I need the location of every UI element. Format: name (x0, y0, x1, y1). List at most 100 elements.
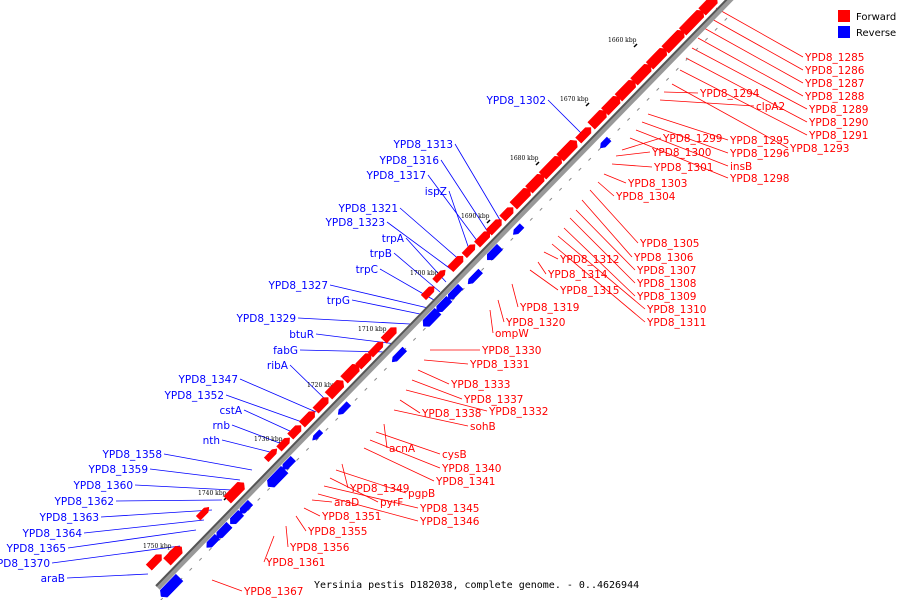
forward-gene-label: YPD8_1305 (639, 238, 699, 250)
forward-connector (529, 269, 559, 291)
forward-gene (432, 269, 446, 284)
forward-gene-label: YPD8_1289 (808, 104, 868, 116)
reverse-gene-label: YPD8_1352 (164, 390, 224, 402)
reverse-gene (216, 521, 233, 539)
reverse-gene-label: rnb (213, 420, 231, 432)
forward-gene-label: YPD8_1333 (450, 379, 510, 391)
forward-gene-label: YPD8_1345 (419, 503, 479, 515)
base-dash (558, 187, 563, 191)
reverse-gene (422, 307, 442, 327)
base-dash (646, 97, 650, 101)
reverse-gene-label: btuR (289, 329, 314, 341)
legend-forward-label: Forward (856, 12, 896, 23)
reverse-gene-label: YPD8_1358 (102, 449, 162, 461)
base-dash (305, 447, 310, 451)
base-dash (160, 597, 164, 600)
axis-line (155, 0, 728, 587)
genome-axis (155, 0, 734, 590)
forward-connector (697, 37, 804, 97)
forward-gene-label: YPD8_1332 (488, 406, 548, 418)
forward-connector (511, 283, 519, 308)
reverse-gene (447, 283, 464, 300)
forward-gene (263, 448, 278, 463)
reverse-connector (66, 573, 149, 579)
forward-gene (223, 481, 245, 504)
forward-gene-label: YPD8_1296 (729, 148, 790, 160)
forward-connector (329, 477, 379, 503)
reverse-connector (231, 424, 283, 445)
reverse-gene-label: fabG (273, 345, 298, 357)
forward-connector (311, 499, 333, 503)
forward-gene (587, 109, 607, 130)
reverse-connector (225, 394, 303, 423)
forward-gene-label: YPD8_1330 (481, 345, 541, 357)
forward-gene (525, 173, 545, 194)
forward-gene (538, 155, 563, 180)
forward-gene (661, 29, 685, 54)
reverse-connector (83, 519, 205, 534)
base-dash (296, 457, 300, 461)
base-dash (714, 27, 718, 31)
tick-label: 1730 kbp (254, 436, 283, 443)
legend-reverse-label: Reverse (856, 28, 896, 39)
reverse-gene-label: trpG (327, 295, 350, 307)
legend: Forward Reverse (838, 10, 896, 39)
tick-label: 1680 kbp (510, 155, 539, 162)
reverse-connector (243, 409, 293, 433)
base-dash (198, 557, 203, 561)
forward-gene-label: YPD8_1361 (265, 557, 325, 569)
reverse-gene-label: YPD8_1316 (379, 155, 440, 167)
forward-connector (703, 27, 804, 84)
forward-connector (303, 507, 321, 517)
forward-gene (420, 286, 435, 301)
reverse-gene (486, 243, 504, 261)
forward-gene-label: clpA2 (756, 101, 785, 113)
forward-gene (509, 187, 531, 210)
forward-gene (287, 425, 302, 440)
forward-gene (276, 437, 290, 452)
forward-connector (709, 17, 804, 71)
base-dash (374, 377, 378, 381)
forward-connector (621, 137, 662, 151)
tick-label: 1740 kbp (198, 490, 227, 497)
forward-connector (317, 493, 419, 522)
forward-connector (285, 525, 289, 548)
reverse-gene-label: YPD8_1302 (486, 95, 546, 107)
forward-gene (367, 341, 384, 358)
reverse-gene (282, 455, 297, 470)
tick-label: 1670 kbp (560, 96, 589, 103)
tick-label: 1710 kbp (358, 326, 387, 333)
kbp-ticks: 1660 kbp 1670 kbp 1680 kbp 1690 kbp 1700 kbp… (143, 37, 638, 554)
reverse-connector (149, 468, 241, 481)
reverse-gene-label: nth (203, 435, 220, 447)
forward-connector (411, 379, 463, 400)
forward-gene-label: YPD8_1346 (419, 516, 480, 528)
forward-connector (383, 423, 388, 449)
forward-gene-label: YPD8_1285 (804, 52, 864, 64)
forward-gene-label: YPD8_1351 (321, 511, 381, 523)
forward-gene-label: YPD8_1287 (804, 78, 864, 90)
base-dash (675, 67, 679, 71)
forward-gene-label: YPD8_1331 (469, 359, 529, 371)
forward-connector (537, 261, 547, 275)
forward-gene-label: YPD8_1299 (662, 133, 722, 145)
forward-gene-label: YPD8_1355 (307, 526, 367, 538)
reverse-gene-label: YPD8_1365 (6, 543, 66, 555)
forward-gene-label: insB (730, 161, 752, 173)
reverse-connector (163, 453, 253, 471)
forward-gene-label: araD (334, 497, 359, 509)
forward-gene-label: ompW (495, 328, 529, 340)
forward-gene-label: YPD8_1294 (699, 88, 760, 100)
forward-gene-label: pgpB (408, 488, 435, 500)
reverse-gene-label: YPD8_1317 (366, 170, 426, 182)
reverse-connector (51, 545, 181, 564)
forward-gene-label: YPD8_1337 (463, 394, 523, 406)
reverse-connector (386, 221, 453, 271)
forward-gene-label: YPD8_1307 (636, 265, 696, 277)
base-dash (695, 47, 699, 51)
tick-label: 1750 kbp (143, 543, 172, 550)
forward-connector (563, 227, 636, 297)
reverse-gene-label: cstA (219, 405, 242, 417)
reverse-gene (513, 223, 525, 235)
